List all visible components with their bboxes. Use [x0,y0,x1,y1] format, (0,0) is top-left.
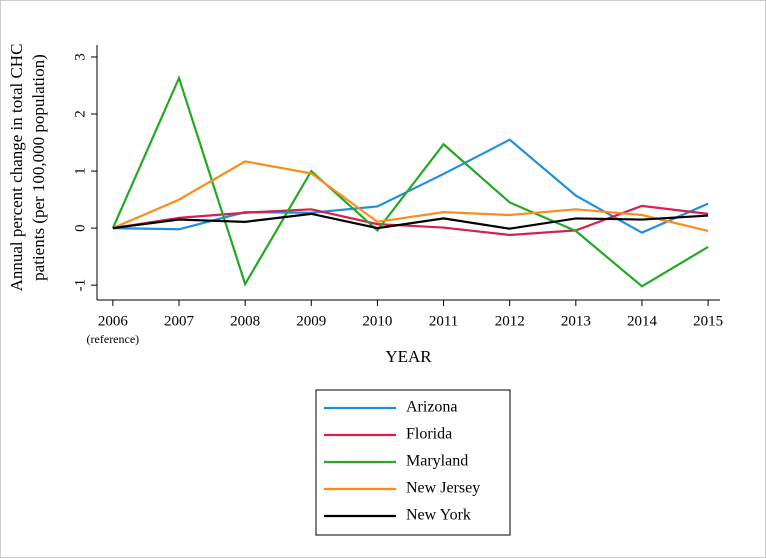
data-line [112,160,709,233]
annotation: (reference) [87,332,140,346]
x-tick-label: 2007 [164,313,195,329]
x-tick-label: 2014 [627,313,658,329]
y-axis-label: Annual percent change in total CHC [7,44,26,292]
x-tick-label: 2013 [561,313,591,329]
x-tick-label: 2015 [693,313,723,329]
y-tick-label: -1 [72,279,88,292]
x-tick-label: 2009 [296,313,326,329]
y-tick-label: 2 [72,110,88,118]
y-tick-label: 3 [72,53,88,61]
x-tick-label: 2012 [495,313,525,329]
legend-label: New York [406,507,471,524]
y-axis-label: patients (per 100,000 population) [29,54,48,281]
x-tick-label: 2011 [429,313,458,329]
x-tick-label: 2008 [230,313,260,329]
data-line [112,212,709,230]
legend-label: Arizona [406,399,458,416]
legend-label: Florida [406,426,452,443]
legend-label: Maryland [406,453,468,470]
x-tick-label: 2006 [98,313,129,329]
x-axis-label: YEAR [385,347,432,366]
legend-label: New Jersey [406,480,480,497]
y-tick-label: 1 [72,167,88,175]
x-tick-label: 2010 [362,313,392,329]
y-tick-label: 0 [72,224,88,232]
